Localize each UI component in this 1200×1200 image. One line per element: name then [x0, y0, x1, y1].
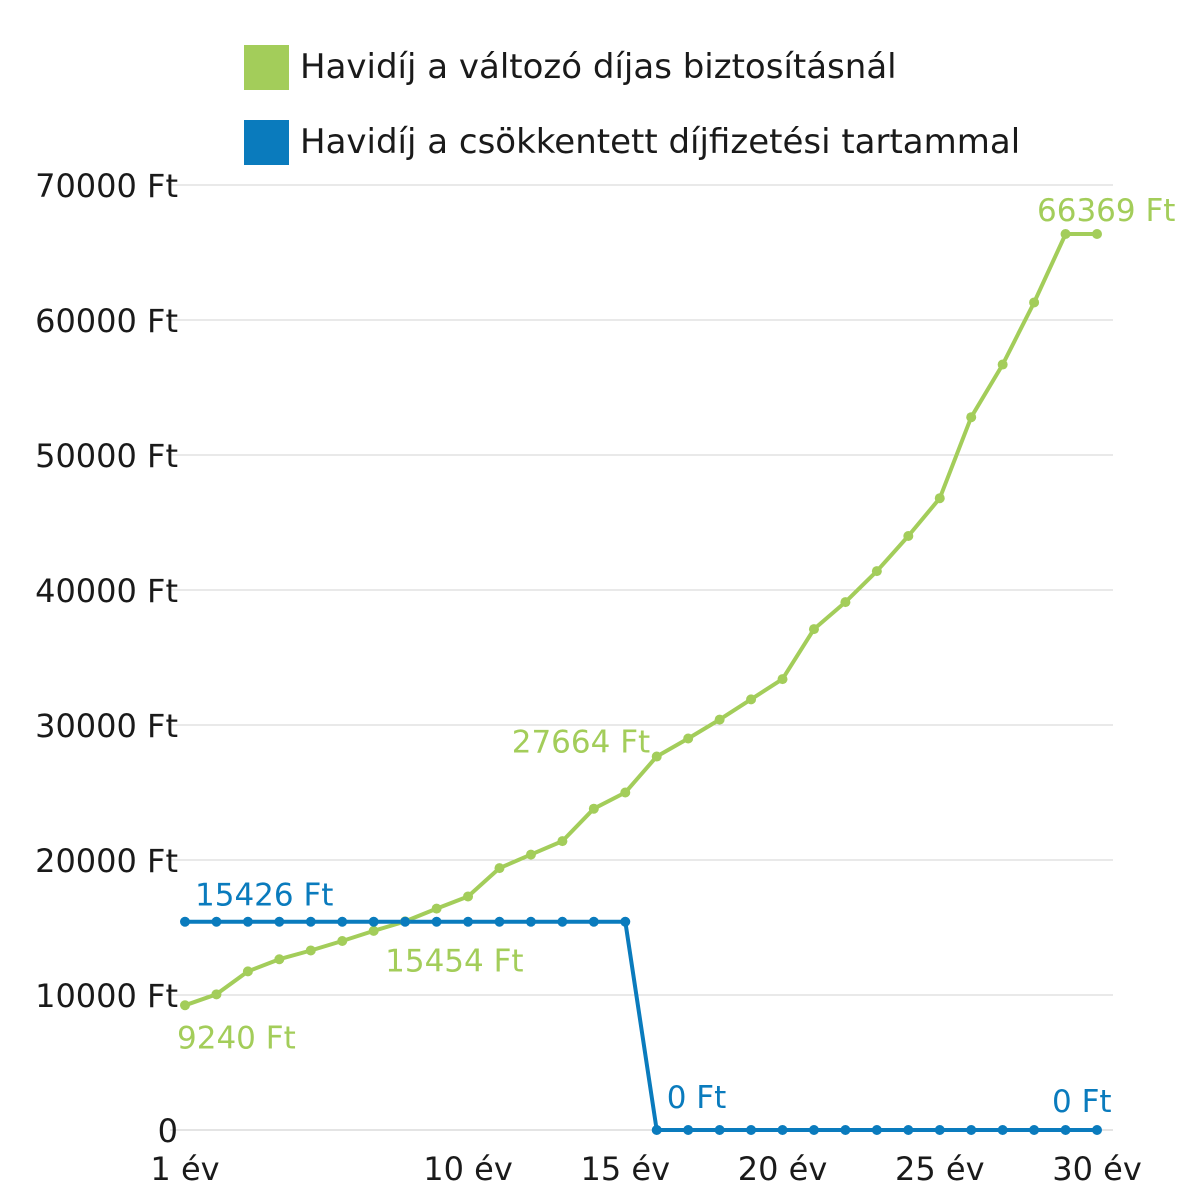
- data-point: [1060, 229, 1071, 240]
- y-tick-label: 0: [158, 1112, 178, 1150]
- data-point: [368, 925, 379, 936]
- data-point: [934, 1125, 945, 1135]
- data-point: [1092, 1125, 1102, 1135]
- data-point: [400, 916, 411, 927]
- data-point: [777, 674, 788, 685]
- data-point: [525, 849, 536, 860]
- data-point: [242, 916, 253, 927]
- data-point: [746, 1125, 757, 1135]
- data-label: 0 Ft: [1052, 1084, 1112, 1120]
- data-point: [651, 751, 662, 762]
- data-point: [777, 1125, 788, 1135]
- data-point: [180, 916, 190, 927]
- data-point: [494, 916, 505, 927]
- data-point: [588, 803, 599, 814]
- y-tick-label: 60000 Ft: [35, 302, 178, 340]
- y-tick-label: 10000 Ft: [35, 977, 178, 1015]
- x-tick-label: 20 év: [738, 1150, 828, 1188]
- data-point: [211, 989, 222, 1000]
- data-point: [808, 1125, 819, 1135]
- data-point: [966, 412, 977, 423]
- x-tick-label: 1 év: [150, 1150, 219, 1188]
- data-point: [557, 836, 568, 847]
- data-point: [463, 891, 474, 902]
- data-point: [840, 1125, 851, 1135]
- data-point: [368, 916, 379, 927]
- data-point: [305, 916, 316, 927]
- y-tick-label: 70000 Ft: [35, 167, 178, 205]
- legend-label: Havidíj a csökkentett díjfizetési tartam…: [300, 122, 1020, 162]
- data-point: [525, 916, 536, 927]
- data-point: [997, 359, 1008, 370]
- data-point: [966, 1125, 977, 1135]
- data-point: [903, 1125, 914, 1135]
- data-label: 9240 Ft: [177, 1020, 296, 1056]
- x-tick-label: 30 év: [1052, 1150, 1142, 1188]
- legend-swatch: [244, 120, 289, 165]
- data-point: [431, 916, 442, 927]
- data-point: [431, 903, 442, 914]
- data-point: [997, 1125, 1008, 1135]
- legend-label: Havidíj a változó díjas biztosításnál: [300, 47, 897, 87]
- legend-swatch: [244, 45, 289, 90]
- data-point: [557, 916, 568, 927]
- data-label: 66369 Ft: [1037, 193, 1175, 229]
- y-tick-label: 20000 Ft: [35, 842, 178, 880]
- data-point: [1029, 1125, 1040, 1135]
- data-point: [494, 863, 505, 874]
- data-point: [683, 733, 694, 744]
- data-point: [337, 916, 348, 927]
- x-tick-label: 25 év: [895, 1150, 985, 1188]
- data-point: [305, 945, 316, 956]
- y-tick-label: 50000 Ft: [35, 437, 178, 475]
- data-point: [871, 566, 882, 577]
- data-point: [746, 694, 757, 705]
- data-label: 15454 Ft: [385, 943, 523, 979]
- data-point: [1060, 1125, 1071, 1135]
- data-point: [651, 1125, 662, 1135]
- data-point: [242, 966, 253, 977]
- data-point: [463, 916, 474, 927]
- data-point: [714, 714, 725, 725]
- data-point: [180, 1000, 190, 1011]
- x-tick-label: 10 év: [423, 1150, 513, 1188]
- data-point: [934, 493, 945, 504]
- data-point: [620, 916, 631, 927]
- x-tick-label: 15 év: [581, 1150, 671, 1188]
- data-point: [840, 597, 851, 608]
- data-label: 27664 Ft: [512, 725, 650, 761]
- data-point: [714, 1125, 725, 1135]
- data-point: [211, 916, 222, 927]
- data-point: [903, 531, 914, 541]
- data-label: 15426 Ft: [195, 878, 333, 914]
- data-point: [1029, 297, 1040, 308]
- data-point: [1092, 229, 1102, 240]
- data-point: [274, 916, 285, 927]
- series-line-2: [185, 919, 1097, 1132]
- y-tick-label: 30000 Ft: [35, 707, 178, 745]
- data-point: [871, 1125, 882, 1135]
- data-label: 0 Ft: [667, 1080, 727, 1116]
- data-point: [620, 787, 631, 798]
- data-point: [808, 624, 819, 635]
- data-point: [683, 1125, 694, 1135]
- data-point: [588, 916, 599, 927]
- series-line-1: [184, 232, 1097, 1008]
- data-point: [274, 954, 285, 965]
- data-point: [337, 936, 348, 946]
- y-tick-label: 40000 Ft: [35, 572, 178, 610]
